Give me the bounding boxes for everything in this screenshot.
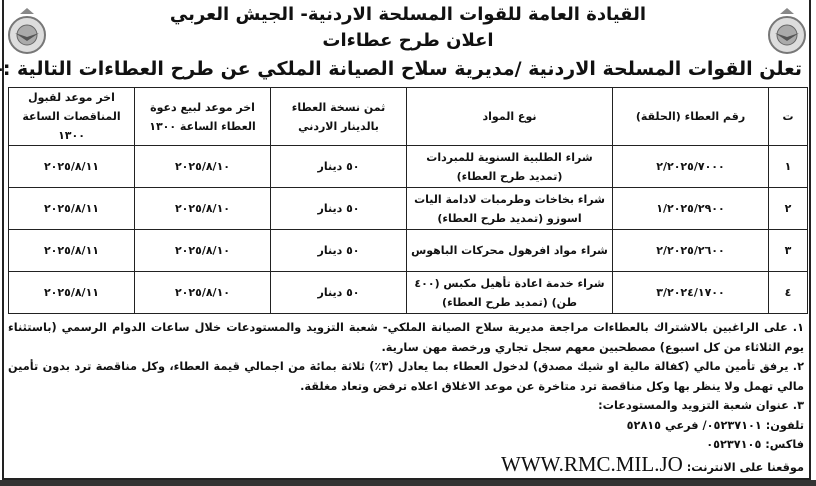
note-1: ١. على الراغبين بالاشتراك بالعطاءات مراج… bbox=[8, 321, 804, 354]
website-link[interactable]: WWW.RMC.MIL.JO bbox=[501, 451, 683, 476]
table-row: ٣ ٢/٢٠٢٥/٢٦٠٠ شراء مواد افرهول محركات ال… bbox=[8, 229, 808, 272]
army-emblem-icon bbox=[8, 8, 46, 54]
table-row: ٤ ٣/٢٠٢٤/١٧٠٠ شراء خدمة اعادة تأهيل مكبس… bbox=[8, 271, 808, 314]
cell-index: ٣ bbox=[768, 229, 808, 272]
page-title: القيادة العامة للقوات المسلحة الاردنية- … bbox=[169, 4, 647, 25]
army-emblem-icon bbox=[768, 8, 806, 54]
cell-material-type: شراء بخاخات وطرمبات لادامة اليات اسوزو (… bbox=[406, 187, 613, 230]
website-line: موقعنا على الانترنت: WWW.RMC.MIL.JO bbox=[8, 451, 804, 478]
table-header-row: ت رقم العطاء (الحلقة) نوع المواد ثمن نسخ… bbox=[8, 87, 808, 146]
cell-copy-price: ٥٠ دينار bbox=[270, 145, 407, 188]
col-sale-deadline: اخر موعد لبيع دعوة العطاء الساعة ١٣٠٠ bbox=[134, 87, 271, 146]
cell-tender-number: ٢/٢٠٢٥/٧٠٠٠ bbox=[612, 145, 769, 188]
cell-material-type: شراء خدمة اعادة تأهيل مكبس (٤٠٠ طن) (تمد… bbox=[406, 271, 613, 314]
cell-sale-deadline: ٢٠٢٥/٨/١٠ bbox=[134, 187, 271, 230]
cell-copy-price: ٥٠ دينار bbox=[270, 187, 407, 230]
fax-number: فاكس: ٠٥٢٣٧١٠٥ bbox=[706, 438, 804, 451]
col-bid-deadline: اخر موعد لقبول المناقصات الساعة ١٣٠٠ bbox=[8, 87, 135, 146]
cell-material-type: شراء الطلبية السنوية للمبردات (تمديد طرح… bbox=[406, 145, 613, 188]
phone-number: تلفون: ٠٥٢٣٧١٠١/ فرعي ٥٢٨١٥ bbox=[626, 418, 804, 432]
cell-bid-deadline: ٢٠٢٥/٨/١١ bbox=[8, 145, 135, 188]
cell-sale-deadline: ٢٠٢٥/٨/١٠ bbox=[134, 145, 271, 188]
cell-copy-price: ٥٠ دينار bbox=[270, 229, 407, 272]
cell-sale-deadline: ٢٠٢٥/٨/١٠ bbox=[134, 229, 271, 272]
note-2: ٢. يرفق تأمين مالي (كفالة مالية او شيك م… bbox=[8, 360, 804, 393]
cell-sale-deadline: ٢٠٢٥/٨/١٠ bbox=[134, 271, 271, 314]
note-3: ٣. عنوان شعبة التزويد والمستودعات: bbox=[598, 399, 804, 412]
website-label: موقعنا على الانترنت: bbox=[686, 460, 804, 474]
table-row: ١ ٢/٢٠٢٥/٧٠٠٠ شراء الطلبية السنوية للمبر… bbox=[8, 145, 808, 188]
tenders-table: ت رقم العطاء (الحلقة) نوع المواد ثمن نسخ… bbox=[8, 87, 808, 314]
cell-index: ١ bbox=[768, 145, 808, 188]
cell-tender-number: ٣/٢٠٢٤/١٧٠٠ bbox=[612, 271, 769, 314]
cell-bid-deadline: ٢٠٢٥/٨/١١ bbox=[8, 271, 135, 314]
cell-bid-deadline: ٢٠٢٥/٨/١١ bbox=[8, 229, 135, 272]
cell-tender-number: ٢/٢٠٢٥/٢٦٠٠ bbox=[612, 229, 769, 272]
cell-index: ٢ bbox=[768, 187, 808, 230]
cell-copy-price: ٥٠ دينار bbox=[270, 271, 407, 314]
page-frame bbox=[2, 0, 811, 480]
col-material-type: نوع المواد bbox=[406, 87, 613, 146]
cell-tender-number: ١/٢٠٢٥/٢٩٠٠ bbox=[612, 187, 769, 230]
bottom-bar bbox=[0, 480, 816, 486]
cell-bid-deadline: ٢٠٢٥/٨/١١ bbox=[8, 187, 135, 230]
page-subtitle: اعلان طرح عطاءات bbox=[322, 30, 494, 51]
intro-heading: تعلن القوات المسلحة الاردنية /مديرية سلا… bbox=[0, 58, 802, 80]
table-row: ٢ ١/٢٠٢٥/٢٩٠٠ شراء بخاخات وطرمبات لادامة… bbox=[8, 187, 808, 230]
cell-index: ٤ bbox=[768, 271, 808, 314]
col-tender-number: رقم العطاء (الحلقة) bbox=[612, 87, 769, 146]
notes-section: ١. على الراغبين بالاشتراك بالعطاءات مراج… bbox=[8, 318, 804, 477]
col-index: ت bbox=[768, 87, 808, 146]
col-copy-price: ثمن نسخة العطاء بالدينار الاردني bbox=[270, 87, 407, 146]
cell-material-type: شراء مواد افرهول محركات الباهوس bbox=[406, 229, 613, 272]
